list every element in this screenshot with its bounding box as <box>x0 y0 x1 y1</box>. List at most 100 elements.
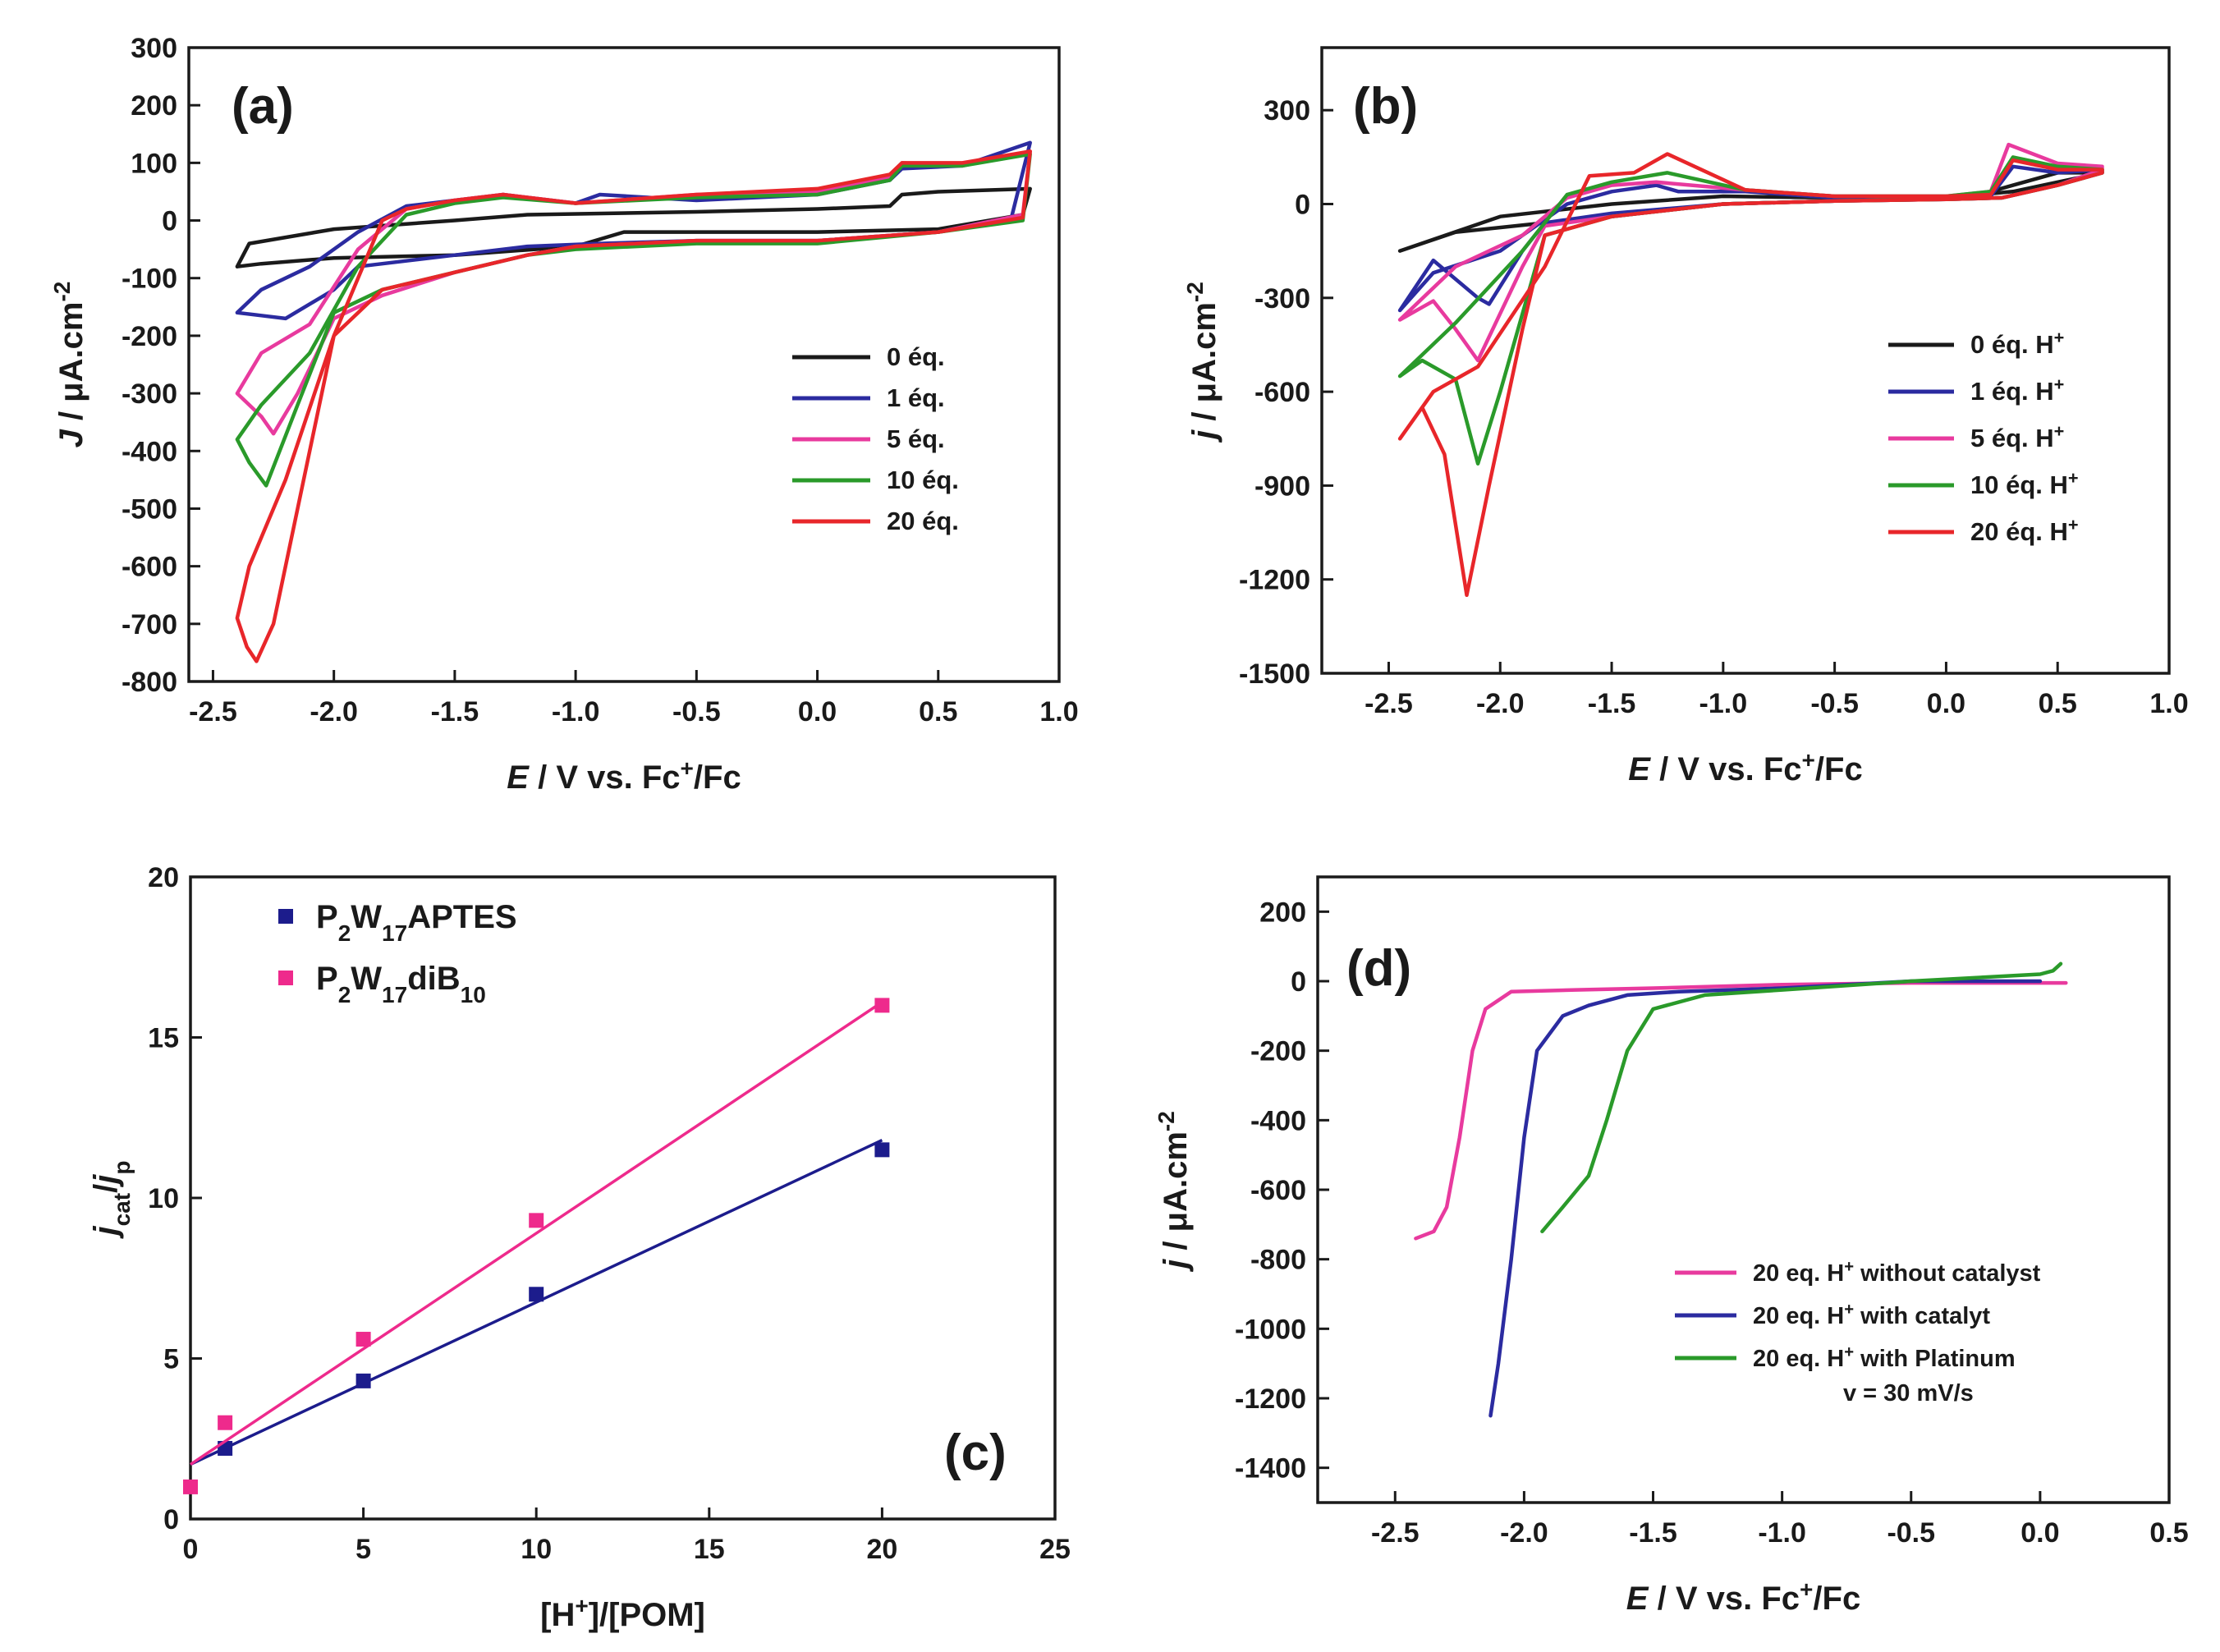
panel-b-x-tick-label: -0.5 <box>1810 688 1859 719</box>
panel-a-y-tick-label: -100 <box>122 264 177 295</box>
panel-b-legend-label: 10 éq. H+ <box>1970 467 2079 500</box>
panel-d-x-axis-title: E / V vs. Fc+/Fc <box>1626 1576 1860 1618</box>
panel-a-y-tick-label: 200 <box>131 90 177 122</box>
panel-a-legend-label: 10 éq. <box>887 466 959 494</box>
panel-a-y-tick-label: -500 <box>122 493 177 525</box>
panel-a-legend-label: 1 éq. <box>887 383 945 412</box>
panel-a-x-tick-label: -0.5 <box>672 696 721 727</box>
panel-a-y-axis-title: J / μA.cm-2 <box>49 282 90 448</box>
panel-a-tag: (a) <box>232 78 294 135</box>
panel-c-series-1-fit-line <box>190 1139 883 1466</box>
panel-a-legend-label: 20 éq. <box>887 507 959 535</box>
panel-c-series-2-point <box>183 1479 198 1494</box>
panel-c-y-tick-label: 10 <box>148 1183 179 1214</box>
panel-a-x-tick-label: -2.0 <box>310 696 358 727</box>
panel-b-y-tick-label: -300 <box>1254 283 1310 314</box>
panel-b-x-tick-label: -1.5 <box>1588 688 1636 719</box>
panel-a-y-tick-label: 100 <box>131 148 177 179</box>
panel-d-legend-note: v = 30 mV/s <box>1843 1380 1974 1406</box>
panel-c-series-2-fit-line <box>190 1001 883 1466</box>
panel-c-tag: (c) <box>944 1425 1007 1481</box>
panel-d-y-tick-label: 200 <box>1259 897 1306 928</box>
panel-c-x-axis-title: [H+]/[POM] <box>540 1593 705 1634</box>
panel-c-y-tick-label: 5 <box>163 1344 179 1375</box>
panel-a-y-tick-label: -300 <box>122 379 177 410</box>
panel-a-x-tick-label: 0.5 <box>919 696 957 727</box>
panel-b-y-axis-title: j / μA.cm-2 <box>1182 282 1223 443</box>
panel-c-x-tick-label: 5 <box>355 1534 371 1565</box>
panel-c-series-2-point <box>874 998 890 1013</box>
panel-d-y-tick-label: -200 <box>1250 1036 1306 1067</box>
panel-d-y-tick-label: -600 <box>1250 1175 1306 1206</box>
panel-c-legend-marker <box>278 909 293 924</box>
panel-b-x-tick-label: 0.5 <box>2039 688 2077 719</box>
panel-a-x-tick-label: 1.0 <box>1039 696 1078 727</box>
panel-b-series-5-line <box>1397 152 2104 598</box>
panel-a-x-tick-label: -1.0 <box>552 696 600 727</box>
panel-c-x-tick-label: 0 <box>183 1534 199 1565</box>
panel-a-y-tick-label: -400 <box>122 436 177 467</box>
panel-d-legend-label: 20 eq. H+ with catalyt <box>1753 1301 1990 1329</box>
panel-b-x-tick-label: -2.5 <box>1365 688 1413 719</box>
panel-a-y-tick-label: -600 <box>122 552 177 583</box>
panel-a-series-5-line <box>235 149 1032 663</box>
panel-c-x-tick-label: 20 <box>866 1534 897 1565</box>
panel-d-x-tick-label: -1.5 <box>1629 1517 1677 1549</box>
panel-a-x-tick-label: -2.5 <box>189 696 237 727</box>
panel-b-y-tick-label: -1500 <box>1239 659 1310 690</box>
panel-a-x-axis-title: E / V vs. Fc+/Fc <box>507 755 741 796</box>
panel-b-legend-label: 5 éq. H+ <box>1970 420 2064 453</box>
panel-b-y-tick-label: -900 <box>1254 470 1310 502</box>
panel-b-y-tick-label: 0 <box>1295 190 1310 221</box>
panel-a-y-tick-label: 300 <box>131 33 177 64</box>
panel-c-series-1-point <box>874 1142 890 1158</box>
panel-a-legend-label: 0 éq. <box>887 342 945 371</box>
panel-a-x-tick-label: -1.5 <box>431 696 479 727</box>
panel-c-legend-marker <box>278 971 293 985</box>
panel-a-y-tick-label: -800 <box>122 667 177 698</box>
panel-d-x-tick-label: -0.5 <box>1887 1517 1935 1549</box>
panel-c-series-2-point <box>218 1415 233 1430</box>
panel-d-y-axis-title: j / μA.cm-2 <box>1154 1111 1195 1273</box>
panel-d-y-tick-label: 0 <box>1291 966 1306 998</box>
panel-d-legend-label: 20 eq. H+ without catalyst <box>1753 1258 2041 1287</box>
panel-a-x-tick-label: 0.0 <box>798 696 837 727</box>
panel-a-y-tick-label: 0 <box>162 206 177 237</box>
panel-c-y-axis-title: jcat/jp <box>88 1161 135 1240</box>
panel-b-x-tick-label: -1.0 <box>1699 688 1748 719</box>
panel-b-x-axis-title: E / V vs. Fc+/Fc <box>1628 747 1862 788</box>
panel-a-plot-frame <box>187 46 1061 683</box>
panel-b-y-tick-label: 300 <box>1264 95 1310 126</box>
panel-d-y-tick-label: -1000 <box>1235 1314 1306 1345</box>
panel-c-y-tick-label: 0 <box>163 1504 179 1535</box>
panel-b-tag: (b) <box>1353 78 1418 135</box>
panel-d-x-tick-label: -2.0 <box>1500 1517 1548 1549</box>
panel-c-y-tick-label: 20 <box>148 862 179 893</box>
panel-c-series-2-point <box>529 1213 544 1228</box>
panel-b-y-tick-label: -1200 <box>1239 565 1310 596</box>
panel-d-x-tick-label: -2.5 <box>1371 1517 1420 1549</box>
panel-b-legend-label: 0 éq. H+ <box>1970 327 2064 360</box>
panel-a-y-tick-label: -200 <box>122 321 177 352</box>
panel-d-x-tick-label: 0.5 <box>2149 1517 2188 1549</box>
panel-c-series-2-point <box>355 1332 371 1347</box>
panel-c-x-tick-label: 25 <box>1039 1534 1071 1565</box>
panel-c-legend-label: P2W17diB10 <box>316 961 486 1007</box>
panel-d-x-tick-label: -1.0 <box>1758 1517 1806 1549</box>
panel-c-legend-label: P2W17APTES <box>316 899 517 946</box>
panel-b-legend-label: 20 éq. H+ <box>1970 514 2079 547</box>
panel-c-series-1-point <box>529 1287 544 1302</box>
panel-b-x-tick-label: 1.0 <box>2149 688 2188 719</box>
panel-b-y-tick-label: -600 <box>1254 377 1310 408</box>
panel-a-y-tick-label: -700 <box>122 609 177 640</box>
panel-c-series-1-point <box>355 1373 371 1388</box>
panel-b-legend-label: 1 éq. H+ <box>1970 374 2064 406</box>
panel-d-y-tick-label: -1400 <box>1235 1453 1306 1485</box>
panel-c-x-tick-label: 15 <box>694 1534 725 1565</box>
panel-d-legend-label: 20 eq. H+ with Platinum <box>1753 1343 2016 1372</box>
panel-d-y-tick-label: -400 <box>1250 1105 1306 1136</box>
panel-c-y-tick-label: 15 <box>148 1023 179 1054</box>
panel-b-x-tick-label: -2.0 <box>1476 688 1525 719</box>
panel-d-series-3-line <box>1540 961 2063 1234</box>
